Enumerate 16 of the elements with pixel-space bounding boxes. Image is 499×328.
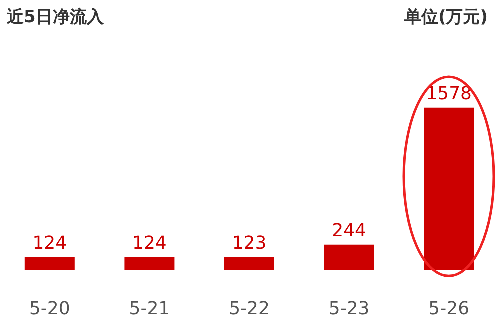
x-tick-label: 5-26 <box>428 298 470 320</box>
bar <box>24 257 75 270</box>
chart-title: 近5日净流入 <box>6 8 105 28</box>
bar <box>224 257 274 270</box>
data-label: 123 <box>232 232 267 254</box>
x-tick-label: 5-21 <box>129 298 170 320</box>
x-tick-label: 5-20 <box>29 298 70 320</box>
text: 单位(万元) <box>403 8 488 28</box>
x-tick-label: 5-23 <box>328 298 370 320</box>
bar <box>124 257 175 270</box>
data-label: 244 <box>332 220 366 242</box>
x-tick-label: 5-22 <box>229 298 270 320</box>
data-label: 124 <box>132 232 167 254</box>
data-label: 124 <box>32 232 68 254</box>
bar <box>424 108 474 270</box>
bar <box>324 244 374 270</box>
